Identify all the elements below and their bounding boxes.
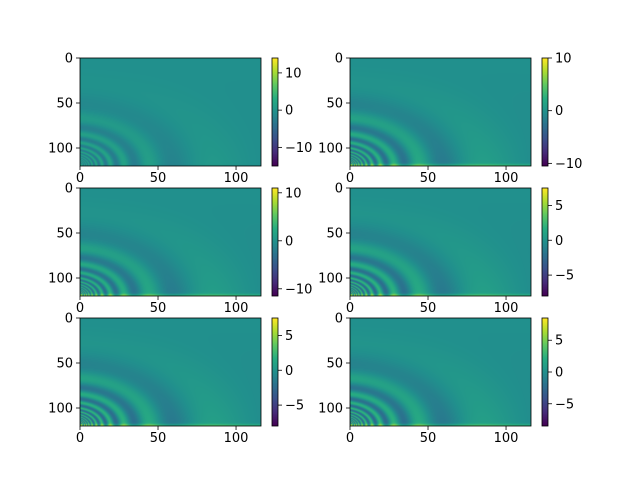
colorbar-gradient — [542, 188, 548, 296]
x-tick-label: 50 — [420, 301, 437, 316]
y-tick-label: 100 — [318, 402, 343, 417]
x-tick-label: 0 — [346, 431, 354, 446]
x-tick-label: 0 — [76, 171, 84, 186]
y-tick-label: 50 — [326, 357, 343, 372]
colorbar-tick-label: 5 — [555, 199, 563, 214]
colorbar-tick-label: −5 — [555, 397, 574, 412]
y-tick-label: 0 — [65, 52, 73, 67]
y-tick-label: 100 — [48, 402, 73, 417]
axes-frame — [349, 187, 532, 297]
x-tick-label: 100 — [494, 431, 519, 446]
x-tick-label: 100 — [494, 301, 519, 316]
y-tick-label: 100 — [48, 272, 73, 287]
colorbar-gradient — [272, 58, 278, 166]
colorbar-frame — [271, 187, 279, 297]
axes-frame — [349, 57, 532, 167]
axes-frame — [349, 317, 532, 427]
colorbar-tick-label: 10 — [555, 52, 572, 67]
x-tick-label: 0 — [346, 301, 354, 316]
colorbar-frame — [541, 187, 549, 297]
colorbar-tick-label: −5 — [555, 269, 574, 284]
heatmap-image — [80, 318, 261, 426]
y-tick-label: 0 — [335, 182, 343, 197]
y-tick-label: 100 — [48, 142, 73, 157]
colorbar-tick-label: 0 — [285, 364, 293, 379]
y-tick-label: 50 — [56, 97, 73, 112]
colorbar-frame — [271, 57, 279, 167]
x-tick-label: 50 — [150, 301, 167, 316]
colorbar-tick-label: −10 — [285, 141, 312, 156]
colorbar-tick-label: 5 — [285, 329, 293, 344]
x-tick-label: 100 — [224, 301, 249, 316]
heatmap-image — [80, 58, 261, 166]
heatmap-image — [80, 188, 261, 296]
heatmap-image — [350, 188, 531, 296]
x-tick-label: 50 — [420, 431, 437, 446]
x-tick-label: 0 — [76, 431, 84, 446]
axes-frame — [79, 317, 262, 427]
y-tick-label: 50 — [56, 227, 73, 242]
colorbar-gradient — [272, 188, 278, 296]
colorbar-tick-label: −10 — [285, 282, 312, 297]
x-tick-label: 100 — [494, 171, 519, 186]
colorbar-tick-label: 10 — [285, 186, 302, 201]
heatmap-image — [350, 318, 531, 426]
y-tick-label: 0 — [65, 312, 73, 327]
colorbar-frame — [271, 317, 279, 427]
y-tick-label: 0 — [65, 182, 73, 197]
y-tick-label: 100 — [318, 142, 343, 157]
colorbar-gradient — [272, 318, 278, 426]
y-tick-label: 50 — [326, 97, 343, 112]
x-tick-label: 50 — [150, 431, 167, 446]
x-tick-label: 50 — [150, 171, 167, 186]
y-tick-label: 50 — [326, 227, 343, 242]
colorbar-gradient — [542, 318, 548, 426]
y-tick-label: 0 — [335, 312, 343, 327]
colorbar-frame — [541, 57, 549, 167]
colorbar-tick-label: 0 — [555, 104, 563, 119]
axes-frame — [79, 57, 262, 167]
heatmap-image — [350, 58, 531, 166]
colorbar-tick-label: −10 — [555, 157, 582, 172]
colorbar-tick-label: 0 — [555, 234, 563, 249]
y-tick-label: 50 — [56, 357, 73, 372]
x-tick-label: 0 — [346, 171, 354, 186]
y-tick-label: 100 — [318, 272, 343, 287]
x-tick-label: 0 — [76, 301, 84, 316]
x-tick-label: 50 — [420, 171, 437, 186]
y-tick-label: 0 — [335, 52, 343, 67]
colorbar-tick-label: −5 — [285, 399, 304, 414]
colorbar-tick-label: 0 — [285, 234, 293, 249]
colorbar-gradient — [542, 58, 548, 166]
axes-frame — [79, 187, 262, 297]
colorbar-tick-label: 5 — [555, 334, 563, 349]
x-tick-label: 100 — [224, 171, 249, 186]
colorbar-tick-label: 0 — [285, 104, 293, 119]
x-tick-label: 100 — [224, 431, 249, 446]
colorbar-tick-label: 0 — [555, 366, 563, 381]
colorbar-tick-label: 10 — [285, 66, 302, 81]
